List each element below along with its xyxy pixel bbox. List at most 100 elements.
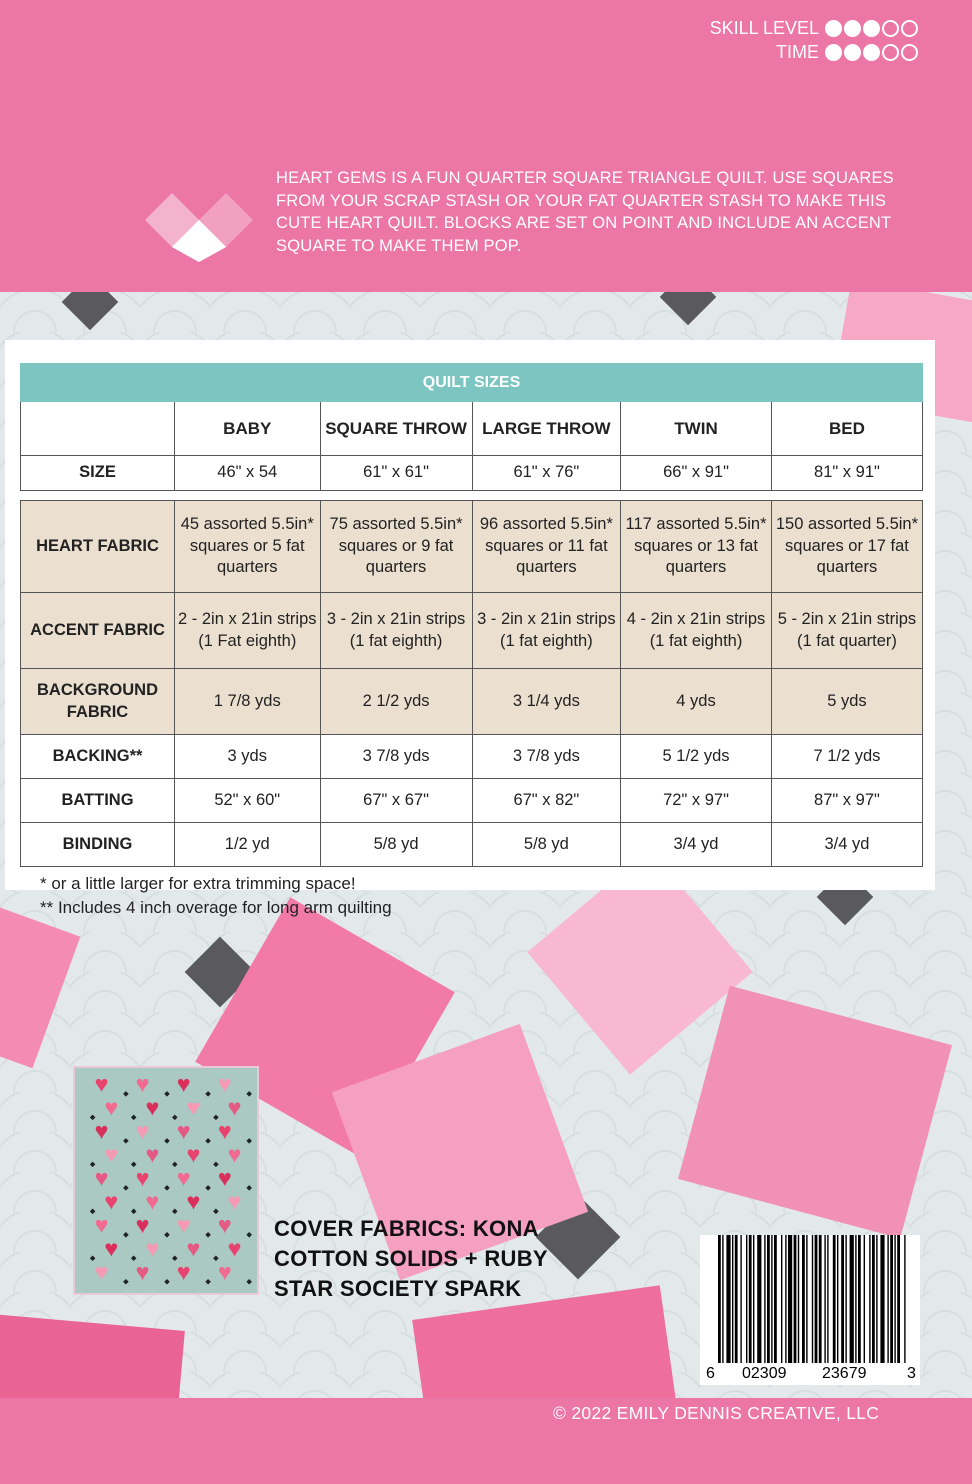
empty-dot-icon	[901, 19, 918, 37]
accent-square-icon	[123, 1279, 129, 1285]
barcode: 6 02309 23679 3	[700, 1235, 920, 1385]
barcode-bar	[785, 1235, 787, 1363]
barcode-bar	[764, 1235, 766, 1363]
accent-square-icon	[164, 1091, 170, 1097]
accent-square-icon	[130, 1114, 137, 1121]
barcode-bar	[802, 1235, 805, 1363]
heart-icon: ♥	[136, 1212, 150, 1238]
barcode-bar	[748, 1235, 752, 1363]
heart-icon: ♥	[104, 1235, 118, 1261]
accent-square-icon	[172, 1114, 178, 1121]
barcode-bar	[837, 1235, 839, 1363]
barcode-bar	[890, 1235, 893, 1363]
table-cell: 5/8 yd	[319, 822, 473, 867]
heart-icon: ♥	[136, 1165, 150, 1191]
column-header: LARGE THROW	[471, 401, 622, 456]
row-label: HEART FABRIC	[20, 500, 175, 593]
barcode-digit: 6	[706, 1365, 715, 1382]
table-cell: 5 1/2 yds	[620, 734, 772, 779]
barcode-bar	[753, 1235, 755, 1363]
table-cell: 3 7/8 yds	[319, 734, 473, 779]
empty-dot-icon	[882, 19, 899, 37]
barcode-bar	[824, 1235, 826, 1363]
barcode-bar	[827, 1235, 829, 1363]
barcode-bar	[746, 1235, 748, 1363]
table-cell: 3 1/4 yds	[471, 668, 622, 735]
heart-icon: ♥	[228, 1235, 242, 1261]
row-label: BACKGROUND FABRIC	[20, 668, 175, 735]
barcode-bar	[872, 1235, 875, 1363]
barcode-bar	[732, 1235, 734, 1363]
footnote: ** Includes 4 inch overage for long arm …	[40, 898, 392, 917]
heart-icon: ♥	[187, 1235, 201, 1261]
accent-square-icon	[205, 1232, 211, 1238]
accent-square-icon	[246, 1091, 252, 1097]
heart-icon: ♥	[145, 1235, 159, 1261]
row-label: BATTING	[20, 778, 175, 823]
filled-dot-icon	[825, 19, 842, 37]
barcode-bar	[849, 1235, 854, 1363]
table-row: SIZE 46" x 54 61" x 61" 61" x 76" 66" x 91" 8…	[20, 455, 924, 491]
column-header: BABY	[174, 401, 321, 456]
table-row: BINDING 1/2 yd 5/8 yd 5/8 yd 3/4 yd 3/4 yd	[20, 822, 924, 867]
accent-square-icon	[123, 1091, 129, 1097]
time-label: TIME	[776, 42, 819, 62]
table-cell: 67" x 82"	[471, 778, 622, 823]
cover-fabrics-note: COVER FABRICS: KONA COTTON SOLIDS + RUBY…	[274, 1214, 548, 1304]
table-cell: 3/4 yd	[770, 822, 924, 867]
barcode-bar	[869, 1235, 871, 1363]
quilt-thumbnail-image: ♥ ♥ ♥ ♥♥ ♥ ♥ ♥♥ ♥ ♥ ♥♥ ♥ ♥ ♥♥ ♥ ♥ ♥♥ ♥ ♥ ♥♥ ♥ ♥ ♥♥ ♥ ♥ ♥♥ ♥ ♥ ♥	[73, 1066, 259, 1295]
barcode-bar	[781, 1235, 783, 1363]
cover-fabrics-line: COVER FABRICS: KONA	[274, 1216, 539, 1241]
table-cell: 7 1/2 yds	[770, 734, 924, 779]
barcode-bar	[858, 1235, 861, 1363]
barcode-bar	[774, 1235, 777, 1363]
column-header: BED	[770, 401, 924, 456]
row-label: BACKING**	[20, 734, 175, 779]
table-cell: 61" x 61"	[319, 455, 473, 491]
cover-fabrics-line: COTTON SOLIDS + RUBY	[274, 1246, 548, 1271]
pattern-description: HEART GEMS IS A FUN QUARTER SQUARE TRIAN…	[276, 169, 894, 255]
accent-square-icon	[164, 1279, 170, 1285]
barcode-bar	[897, 1235, 900, 1363]
table-cell: 3/4 yd	[620, 822, 772, 867]
table-cell: 67" x 67"	[319, 778, 473, 823]
skill-level-rating: SKILL LEVEL	[710, 16, 918, 40]
barcode-bar	[818, 1235, 822, 1363]
quilt-sizes-table: QUILT SIZES BABY SQUARE THROW LARGE THROW T…	[20, 363, 924, 867]
heart-icon: ♥	[95, 1165, 109, 1191]
filled-dot-icon	[863, 19, 880, 37]
empty-dot-icon	[882, 43, 899, 61]
footnote: * or a little larger for extra trimming …	[40, 874, 356, 893]
barcode-bar	[740, 1235, 742, 1363]
heart-icon: ♥	[228, 1094, 242, 1120]
barcode-bar	[726, 1235, 731, 1363]
cover-fabrics-line: STAR SOCIETY SPARK	[274, 1276, 522, 1301]
barcode-bar	[904, 1235, 906, 1363]
table-cell: 4 - 2in x 21in strips (1 fat eighth)	[620, 592, 772, 669]
barcode-bar	[863, 1235, 865, 1363]
accent-square-icon	[205, 1091, 211, 1097]
row-label: ACCENT FABRIC	[20, 592, 175, 669]
filled-dot-icon	[844, 43, 861, 61]
header-band: SKILL LEVEL TIME HEART GEMS IS A FUN QUA…	[0, 0, 972, 292]
heart-icon: ♥	[145, 1188, 159, 1214]
table-cell: 3 - 2in x 21in strips (1 fat eighth)	[319, 592, 473, 669]
heart-icon: ♥	[104, 1188, 118, 1214]
column-header: TWIN	[620, 401, 772, 456]
barcode-bar	[734, 1235, 738, 1363]
barcode-bar	[797, 1235, 800, 1363]
empty-dot-icon	[901, 43, 918, 61]
accent-square-icon	[123, 1185, 129, 1191]
column-header-row: BABY SQUARE THROW LARGE THROW TWIN BED	[20, 401, 924, 456]
barcode-digits: 23679	[822, 1365, 867, 1383]
heart-icon: ♥	[218, 1071, 232, 1097]
barcode-bar	[880, 1235, 885, 1363]
barcode-bar	[887, 1235, 889, 1363]
row-label: BINDING	[20, 822, 175, 867]
heart-icon: ♥	[95, 1118, 109, 1144]
accent-square-icon	[246, 1279, 252, 1285]
heart-icon: ♥	[95, 1071, 109, 1097]
heart-icon: ♥	[228, 1188, 242, 1214]
table-cell: 1/2 yd	[174, 822, 321, 867]
